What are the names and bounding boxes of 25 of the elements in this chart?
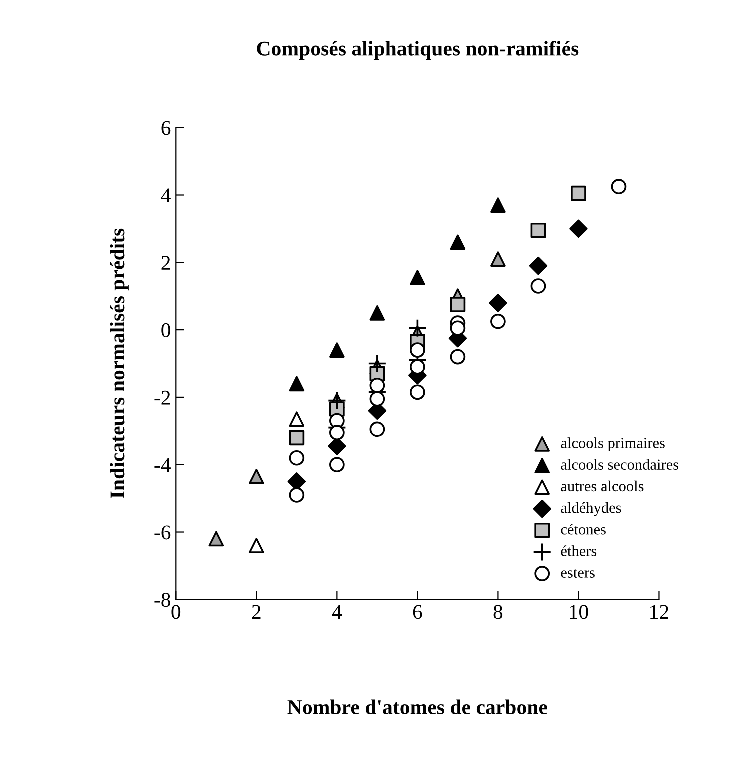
y-tick-label: 4 bbox=[161, 188, 171, 202]
chart-title: Composés aliphatiques non-ramifiés bbox=[257, 40, 579, 60]
y-tick-label: 2 bbox=[162, 256, 170, 270]
y-tick-label: -2 bbox=[154, 390, 170, 405]
legend-label: aldéhydes bbox=[561, 502, 622, 516]
y-tick-label: -4 bbox=[154, 458, 171, 472]
y-tick-label: -8 bbox=[154, 593, 170, 608]
x-tick-label: 12 bbox=[650, 605, 668, 619]
legend-label: éthers bbox=[561, 546, 597, 556]
x-tick-label: 0 bbox=[172, 605, 181, 620]
x-tick-label: 2 bbox=[252, 605, 261, 619]
y-tick-label: 0 bbox=[162, 323, 170, 338]
x-tick-label: 8 bbox=[494, 605, 503, 620]
x-axis-title: Nombre d'atomes de carbone bbox=[288, 700, 548, 714]
y-tick-label: 6 bbox=[162, 121, 171, 136]
legend-label: alcools secondaires bbox=[561, 459, 678, 470]
legend-label: esters bbox=[561, 569, 595, 578]
legend-label: cétones bbox=[561, 524, 606, 535]
y-tick-label: -6 bbox=[154, 526, 171, 540]
legend-label: alcools primaires bbox=[561, 438, 665, 452]
x-tick-label: 10 bbox=[570, 605, 588, 620]
x-tick-label: 6 bbox=[413, 605, 422, 620]
x-tick-label: 4 bbox=[332, 605, 342, 619]
y-axis-title: Indicateurs normalisés prédits bbox=[110, 228, 129, 498]
legend-label: autres alcools bbox=[561, 480, 644, 492]
